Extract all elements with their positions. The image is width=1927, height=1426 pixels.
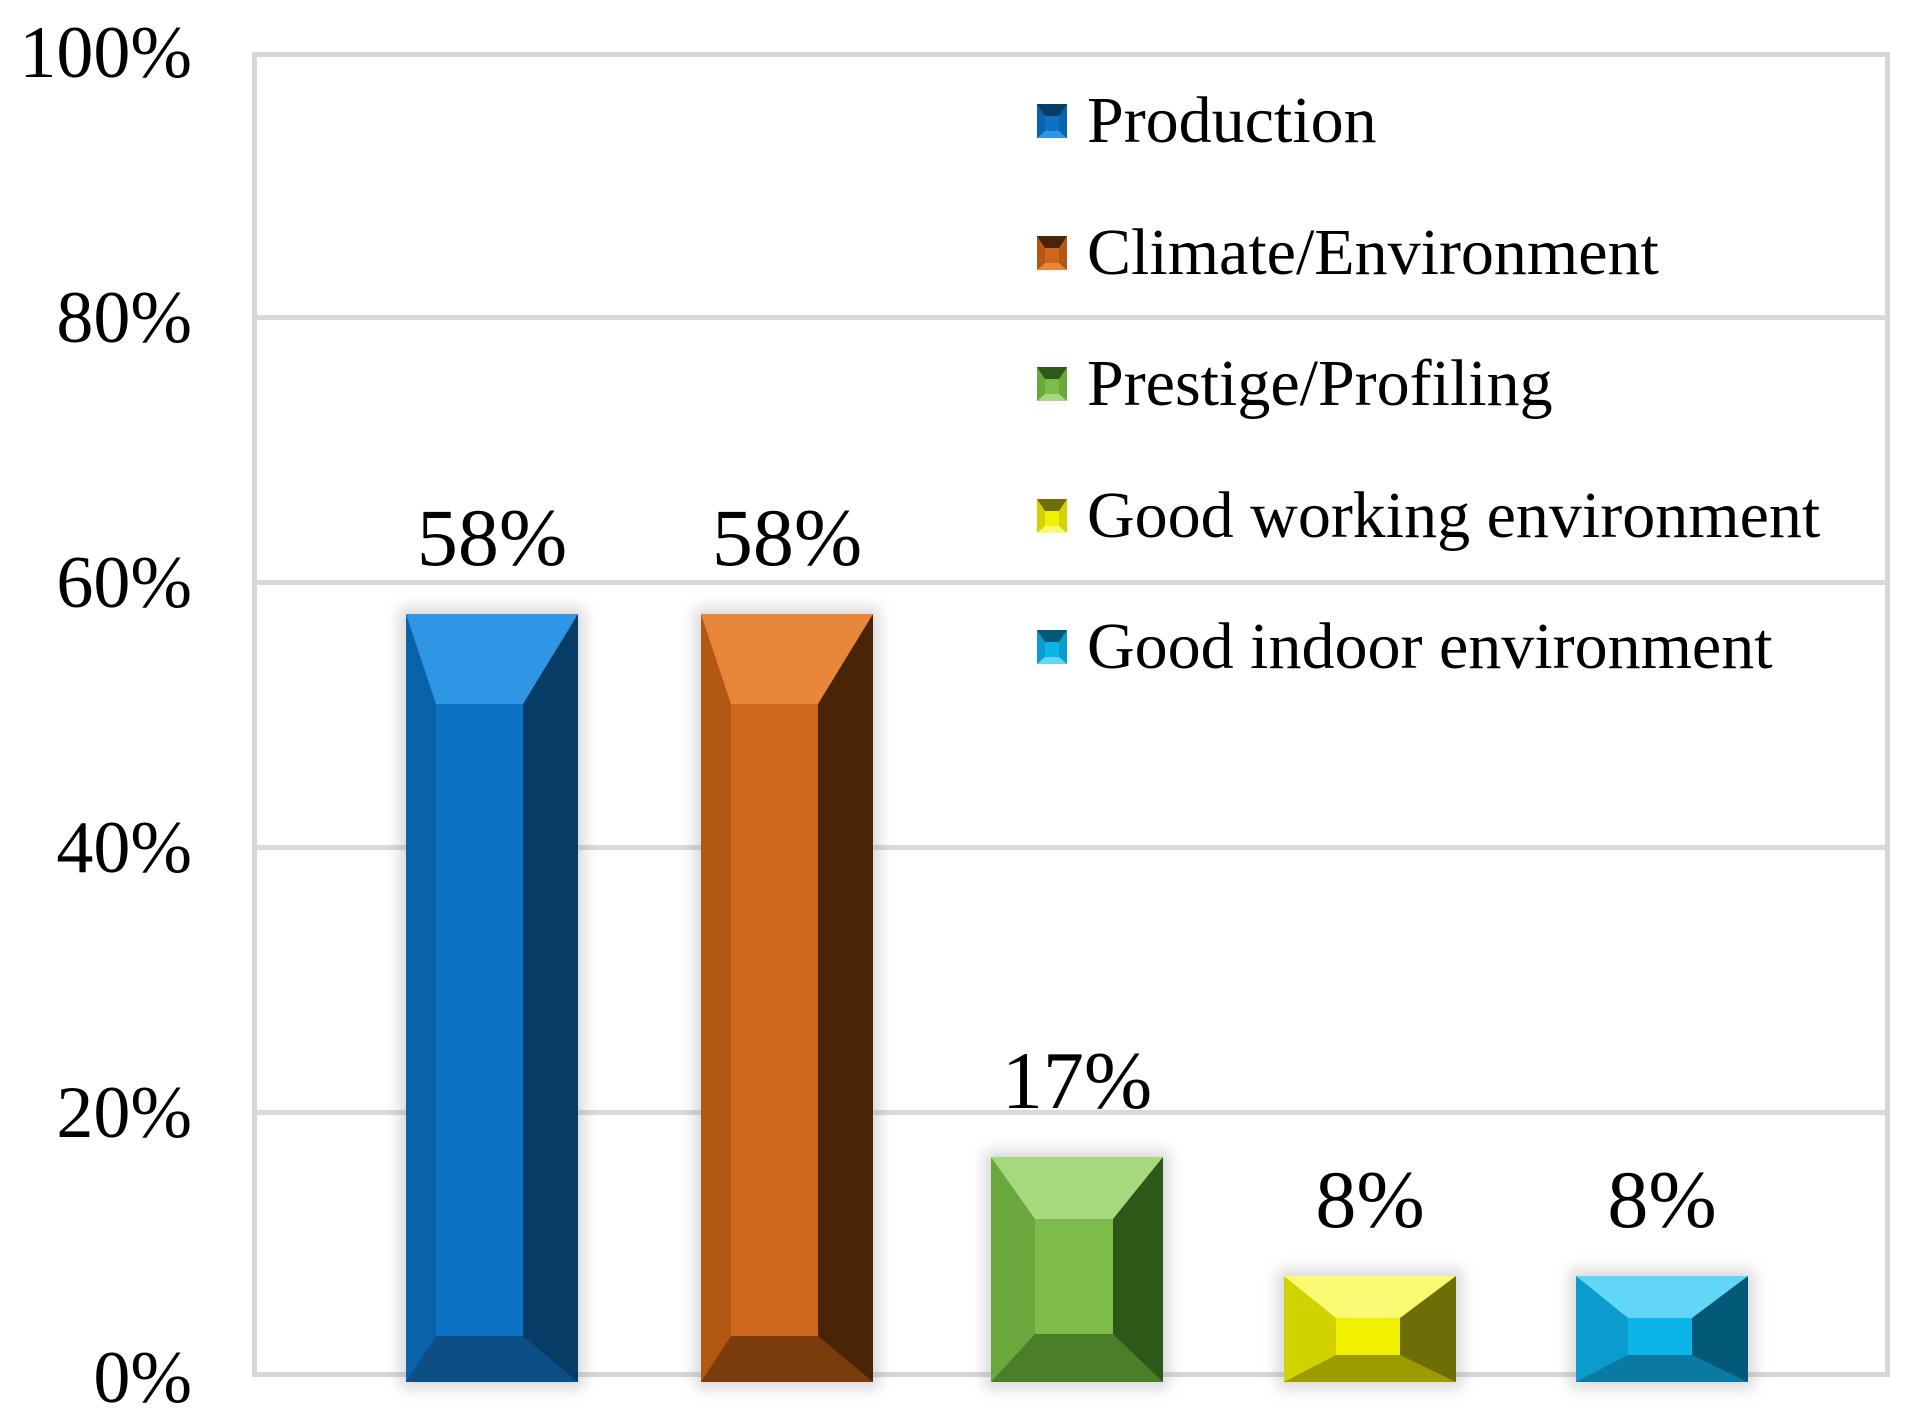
legend-label: Good indoor environment [1087,610,1773,683]
data-label-production: 58% [416,491,568,583]
legend-item-climate-environment: Climate/Environment [1037,215,1659,289]
legend-marker-good-working-environment-icon [1037,498,1067,533]
bar-good-working-environment [1284,1276,1456,1382]
legend-marker-production-icon [1037,104,1067,138]
legend-item-good-indoor-environment: Good indoor environment [1037,612,1773,682]
legend-marker-good-indoor-environment-icon [1037,630,1067,664]
y-tick-label-100: 100% [19,12,192,94]
legend-item-good-working-environment: Good working environment [1037,478,1821,552]
data-label-climate-environment: 58% [711,491,863,583]
legend-marker-prestige-profiling-icon [1037,367,1067,401]
data-label-good-working-environment: 8% [1315,1154,1425,1245]
bar-climate-environment [701,613,873,1382]
legend-item-prestige-profiling: Prestige/Profiling [1037,349,1553,419]
data-label-prestige-profiling: 17% [1001,1034,1153,1126]
gridline-40 [257,845,1885,850]
legend-label: Prestige/Profiling [1087,347,1553,420]
gridline-60 [257,580,1885,585]
bar-production [406,613,578,1382]
gridline-80 [257,315,1885,320]
y-tick-label-40: 40% [56,807,192,889]
y-tick-label-20: 20% [56,1072,192,1154]
gridline-20 [257,1110,1885,1115]
legend-label: Climate/Environment [1087,215,1659,289]
bar-prestige-profiling [991,1156,1163,1382]
y-tick-label-60: 60% [56,542,192,624]
y-tick-label-0: 0% [93,1337,192,1419]
y-tick-label-80: 80% [56,277,192,359]
legend-item-production: Production [1037,86,1377,156]
legend-label: Good working environment [1087,478,1821,552]
legend-marker-climate-environment-icon [1037,235,1067,270]
data-label-good-indoor-environment: 8% [1607,1154,1717,1245]
plot-area: 58% 58% 17% 8% 8% [252,52,1890,1382]
bar-good-indoor-environment [1576,1276,1748,1382]
legend-label: Production [1087,84,1377,157]
